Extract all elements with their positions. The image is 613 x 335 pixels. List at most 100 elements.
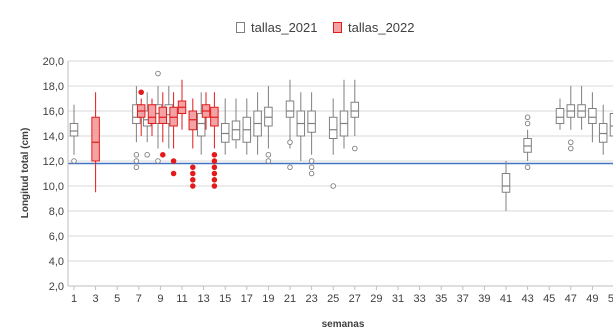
x-tick-label: 11 xyxy=(176,293,187,305)
box-iqr xyxy=(231,120,241,141)
x-tick-label: 17 xyxy=(241,293,253,305)
y-tick-label: 6,0 xyxy=(49,231,64,243)
outlier-point xyxy=(568,139,574,145)
y-tick-label: 20,0 xyxy=(43,56,64,68)
x-tick-label: 1 xyxy=(71,293,77,305)
axis-layer: 2,04,06,08,010,012,014,016,018,020,01 3 5 7… xyxy=(43,56,613,305)
x-tick-label: 31 xyxy=(392,293,404,305)
box-tallas_2022-week-10 xyxy=(169,92,178,177)
box-tallas_2022-week-7 xyxy=(136,89,146,136)
box-tallas_2021-week-51 xyxy=(609,113,613,137)
x-tick-label: 33 xyxy=(413,293,425,305)
x-tick-label: 47 xyxy=(565,293,577,305)
x-tick-label: 49 xyxy=(586,293,598,305)
outlier-point xyxy=(308,158,315,164)
box-iqr xyxy=(196,113,206,137)
outlier-point xyxy=(133,158,140,164)
box-tallas_2021-week-23 xyxy=(307,92,316,177)
outlier-point xyxy=(170,158,177,164)
x-tick-label: 45 xyxy=(543,293,555,305)
box-tallas_2021-week-46 xyxy=(555,98,565,130)
outlier-point xyxy=(211,158,218,164)
x-tick-label: 51 xyxy=(608,293,613,305)
box-tallas_2021-week-49 xyxy=(588,92,597,143)
box-iqr xyxy=(91,116,100,162)
box-iqr xyxy=(328,116,338,139)
outlier-point xyxy=(211,151,218,158)
chart-legend: tallas_2021 tallas_2022 xyxy=(0,20,613,40)
box-iqr xyxy=(220,123,230,143)
outlier-point xyxy=(524,120,531,127)
outlier-point xyxy=(190,183,196,189)
box-tallas_2021-week-21 xyxy=(285,79,295,170)
box-iqr xyxy=(188,110,198,131)
x-tick-label: 9 xyxy=(157,293,163,305)
y-tick-label: 4,0 xyxy=(49,256,64,268)
x-tick-label: 43 xyxy=(521,293,533,305)
box-iqr xyxy=(285,100,295,118)
box-iqr xyxy=(588,108,597,124)
x-tick-label: 35 xyxy=(435,293,447,305)
box-tallas_2021-week-15 xyxy=(220,98,230,155)
box-tallas_2021-week-19 xyxy=(264,86,273,164)
outlier-point xyxy=(138,89,144,95)
legend-swatch-2022 xyxy=(333,22,342,33)
x-tick-label: 21 xyxy=(284,293,296,305)
outlier-point xyxy=(524,114,531,120)
box-iqr xyxy=(307,110,316,133)
outlier-point xyxy=(352,145,358,152)
outlier-point xyxy=(190,176,196,183)
x-tick-label: 27 xyxy=(349,293,361,305)
box-iqr xyxy=(598,123,608,143)
box-iqr xyxy=(158,106,168,124)
x-tick-label: 29 xyxy=(370,293,382,305)
outlier-point xyxy=(155,70,161,77)
x-axis-label: semanas xyxy=(322,319,365,330)
box-iqr xyxy=(501,173,511,193)
outlier-point xyxy=(155,158,161,164)
outlier-point xyxy=(568,145,574,152)
outlier-point xyxy=(287,139,293,145)
x-tick-label: 39 xyxy=(478,293,490,305)
box-tallas_2021-week-13 xyxy=(196,92,206,155)
y-tick-label: 18,0 xyxy=(43,81,64,93)
box-tallas_2021-week-48 xyxy=(577,86,586,130)
outlier-point xyxy=(211,183,218,189)
outlier-point xyxy=(211,176,218,183)
outlier-point xyxy=(190,170,196,177)
box-tallas_2021-week-8 xyxy=(142,92,152,158)
x-tick-label: 41 xyxy=(500,293,512,305)
outlier-point xyxy=(265,158,272,164)
box-tallas_2021-week-41 xyxy=(501,161,511,211)
box-iqr xyxy=(555,108,565,124)
x-tick-label: 7 xyxy=(136,293,142,305)
outlier-point xyxy=(190,164,196,170)
y-axis-label: Longitud total (cm) xyxy=(20,128,31,219)
x-tick-label: 3 xyxy=(93,293,99,305)
x-tick-label: 25 xyxy=(327,293,339,305)
outlier-point xyxy=(265,151,272,158)
box-tallas_2021-week-9 xyxy=(153,70,163,164)
legend-label-2022: tallas_2022 xyxy=(348,20,415,35)
box-iqr xyxy=(609,113,613,137)
box-tallas_2021-week-50 xyxy=(598,104,608,155)
y-tick-label: 10,0 xyxy=(43,181,64,193)
box-tallas_2022-week-14 xyxy=(210,92,219,189)
box-iqr xyxy=(523,138,532,153)
box-tallas_2021-week-26 xyxy=(339,79,349,149)
box-iqr xyxy=(350,101,360,118)
x-tick-label: 23 xyxy=(305,293,317,305)
box-tallas_2021-week-27 xyxy=(350,79,360,152)
box-tallas_2022-week-3 xyxy=(91,92,100,193)
box-iqr xyxy=(210,106,219,127)
box-tallas_2021-week-1 xyxy=(69,104,79,164)
outlier-point xyxy=(133,151,140,158)
outlier-point xyxy=(144,151,150,158)
box-tallas_2021-week-47 xyxy=(566,86,576,152)
outlier-point xyxy=(308,164,315,170)
y-tick-label: 14,0 xyxy=(43,131,64,143)
outlier-point xyxy=(71,158,77,164)
outlier-point xyxy=(211,170,218,177)
x-tick-label: 13 xyxy=(197,293,209,305)
